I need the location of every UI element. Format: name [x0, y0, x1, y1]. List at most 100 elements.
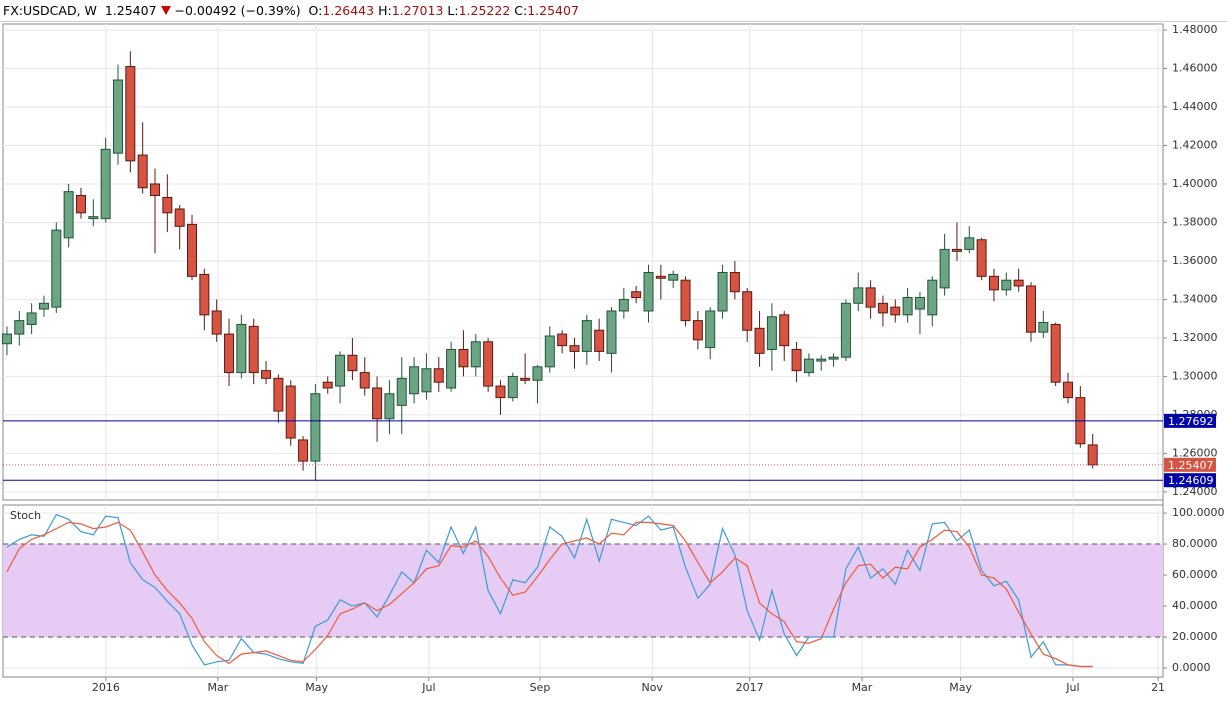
candle-body	[655, 275, 666, 279]
candle-body	[902, 297, 913, 316]
y-tick-label: 1.44000	[1172, 100, 1218, 113]
y-tick-label: 1.40000	[1172, 177, 1218, 190]
price-tag	[1164, 473, 1216, 488]
candle-body	[26, 312, 37, 325]
candle-body	[125, 66, 136, 162]
candle-body	[643, 271, 654, 312]
candle-body	[680, 279, 691, 322]
y-tick-label: 1.26000	[1172, 446, 1218, 459]
candle-body	[458, 348, 469, 368]
candle-body	[347, 354, 358, 372]
x-tick-label: May	[949, 681, 972, 694]
candle-body	[1038, 322, 1049, 333]
candle-body	[692, 320, 703, 341]
price-tag	[1164, 457, 1216, 472]
band	[3, 544, 1163, 638]
high: 1.27013	[391, 3, 444, 18]
candle-body	[705, 310, 716, 349]
last-price: 1.25407	[104, 3, 157, 18]
candle-body	[766, 316, 777, 350]
candle-body	[359, 372, 370, 389]
price-tag-label: 1.24609	[1168, 474, 1214, 487]
stoch-line	[6, 513, 1093, 668]
candle-body	[668, 273, 679, 281]
x-tick-label: Jul	[421, 681, 435, 694]
y-tick-label: 1.36000	[1172, 254, 1218, 267]
header: FX:USDCAD, W 1.25407 −0.00492 (−0.39%) O…	[0, 0, 1227, 22]
candle-body	[322, 381, 333, 389]
candle-body	[162, 196, 173, 214]
candle-body	[927, 279, 938, 316]
candle-body	[803, 358, 814, 374]
price-frame	[2, 23, 1164, 501]
y-tick-label: 0.0000	[1172, 661, 1211, 674]
x-tick-label: Mar	[208, 681, 229, 694]
candle-body	[150, 183, 161, 196]
candle-body	[409, 366, 420, 395]
y-tick-label: 1.24000	[1172, 485, 1218, 498]
symbol: FX:USDCAD, W	[3, 3, 97, 18]
candle-body	[1025, 285, 1036, 333]
candle-body	[877, 302, 888, 314]
candle-body	[914, 297, 925, 310]
candle-body	[581, 320, 592, 352]
candle-body	[791, 348, 802, 372]
candle-body	[88, 216, 99, 220]
candle-body	[483, 341, 494, 387]
candle-body	[187, 223, 198, 277]
candle-body	[63, 191, 74, 239]
candle-body	[520, 377, 531, 381]
candle-body	[310, 393, 321, 462]
candle-body	[717, 271, 728, 312]
candle-body	[248, 325, 259, 374]
candle-body	[446, 348, 457, 389]
candle-body	[1, 333, 12, 345]
candle-body	[853, 287, 864, 304]
candle-body	[976, 239, 987, 277]
price-tag-label: 1.25407	[1168, 459, 1214, 472]
candle-body	[285, 385, 296, 439]
open: 1.26443	[322, 3, 375, 18]
candle-body	[507, 375, 518, 399]
y-tick-label: 100.0000	[1172, 506, 1225, 519]
low: 1.25222	[458, 3, 511, 18]
candle-body	[606, 310, 617, 354]
candle-body	[828, 356, 839, 360]
candle-body	[865, 287, 876, 308]
candle-body	[964, 237, 975, 250]
y-tick-label: 1.34000	[1172, 292, 1218, 305]
candle-body	[495, 385, 506, 399]
candle-body	[335, 354, 346, 387]
candle-body	[631, 291, 642, 299]
x-tick-label: Mar	[852, 681, 873, 694]
candle-body	[951, 248, 962, 252]
candle-body	[742, 291, 753, 331]
candle-body	[298, 439, 309, 462]
candle-body	[569, 345, 580, 352]
candle-body	[890, 306, 901, 316]
candle-body	[988, 275, 999, 291]
y-tick-label: 1.48000	[1172, 23, 1218, 36]
candle-body	[51, 229, 62, 308]
candle-body	[396, 377, 407, 406]
candle-body	[557, 333, 568, 347]
x-tick-label: Sep	[530, 681, 551, 694]
candle-body	[273, 377, 284, 412]
candle-body	[137, 154, 148, 189]
candle-body	[38, 302, 49, 310]
y-tick-label: 40.0000	[1172, 599, 1218, 612]
indicator-title: Stoch	[10, 509, 41, 522]
x-tick-label: Nov	[641, 681, 663, 694]
candle-body	[470, 341, 481, 368]
down-arrow	[160, 6, 171, 15]
candle-body	[618, 298, 629, 312]
candle-body	[754, 327, 765, 354]
y-tick-label: 1.42000	[1172, 138, 1218, 151]
x-tick-label: 2017	[736, 681, 764, 694]
candle-body	[840, 302, 851, 358]
candle-body	[1013, 279, 1024, 287]
candle-body	[372, 387, 383, 420]
price-tag	[1164, 413, 1216, 428]
